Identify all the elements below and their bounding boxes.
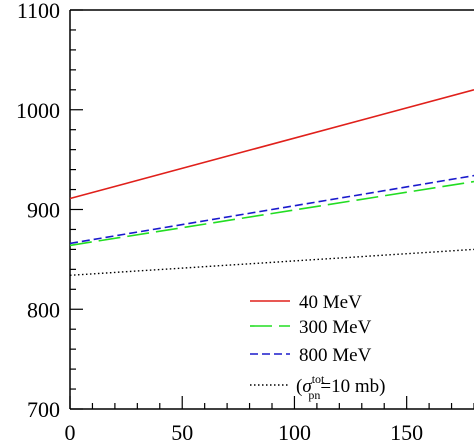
series-lines bbox=[69, 89, 474, 276]
y-tick-label: 1100 bbox=[17, 0, 60, 23]
y-tick-label: 900 bbox=[27, 198, 60, 223]
legend-label-1: 40 MeV bbox=[299, 292, 362, 313]
series-line-1 bbox=[69, 89, 474, 200]
y-axis: 700 800 900 1000 1100 bbox=[16, 0, 83, 422]
legend: 40 MeV 300 MeV 800 MeV (σtot pn=10 mb) bbox=[250, 292, 385, 402]
y-tick-label: 800 bbox=[27, 297, 60, 322]
x-tick-label: 100 bbox=[278, 420, 311, 441]
x-tick-label: 150 bbox=[390, 420, 423, 441]
legend-label-3: 800 MeV bbox=[299, 345, 372, 366]
legend-label-4: (σtot pn=10 mb) bbox=[296, 372, 385, 402]
x-axis: 0 50 100 150 bbox=[65, 396, 474, 441]
y-tick-label: 1000 bbox=[16, 98, 60, 123]
x-tick-label: 0 bbox=[65, 420, 76, 441]
x-tick-label: 50 bbox=[171, 420, 193, 441]
series-line-4 bbox=[69, 248, 474, 276]
series-line-3 bbox=[69, 174, 474, 245]
legend-label-2: 300 MeV bbox=[299, 317, 372, 338]
y-tick-label: 700 bbox=[27, 397, 60, 422]
series-line-2 bbox=[69, 180, 474, 247]
